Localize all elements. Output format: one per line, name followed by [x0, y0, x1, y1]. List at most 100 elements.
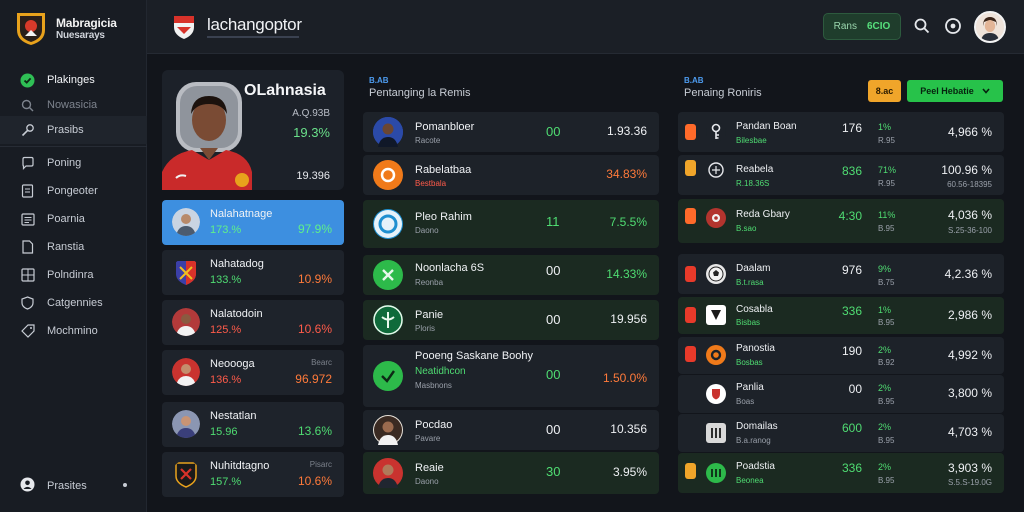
- match-value: 1.50.0%: [602, 371, 647, 385]
- sidebar-item-catgennies[interactable]: Catgennies: [0, 289, 147, 317]
- match-subtitle: Daono: [415, 226, 439, 235]
- sidebar-item-polndinra[interactable]: Polndinra: [0, 261, 147, 289]
- player-value: 133.%: [210, 274, 242, 286]
- match-title: Pooeng Saskane Boohy: [415, 350, 534, 362]
- ranking-value-sub: 60.56-18395: [947, 180, 992, 189]
- ranking-code: R.95: [878, 136, 895, 145]
- ranking-value: 4,036 %: [947, 208, 992, 222]
- settings-icon[interactable]: [944, 17, 962, 35]
- brand-subtitle: Nuesarays: [56, 29, 105, 41]
- player-name: Nahatadog: [210, 258, 264, 270]
- ranking-percent: 2%: [878, 422, 892, 432]
- match-title: Rabelatbaa: [415, 164, 472, 176]
- club-badge-icon: [172, 258, 200, 286]
- ranking-row[interactable]: Domailas B.a.ranog 600 2% B.95 4,703 %: [678, 414, 1004, 452]
- sidebar-item-mochmino[interactable]: Mochmino: [0, 317, 147, 345]
- search-icon: [20, 98, 35, 113]
- search-icon[interactable]: [913, 17, 931, 35]
- nav-divider: [0, 146, 147, 147]
- player-avatar-icon: [373, 117, 403, 147]
- ranking-subtitle: Beonea: [736, 476, 764, 485]
- sidebar-item-label: Poning: [47, 157, 82, 169]
- sidebar-item-label: Ranstia: [47, 241, 85, 253]
- ranking-percent: 2%: [878, 383, 892, 393]
- match-value: 7.5.5%: [609, 215, 647, 229]
- more-dot-icon[interactable]: [123, 483, 127, 487]
- ranking-code: B.95: [878, 436, 895, 445]
- featured-stat-3: 19.396: [296, 170, 330, 182]
- sidebar-item-label: Polndinra: [47, 269, 94, 281]
- match-row[interactable]: Pomanbloer Racote 00 1.93.36: [363, 112, 659, 152]
- filter-button[interactable]: 8.ac: [868, 80, 901, 102]
- ranking-row[interactable]: Poadstia Beonea 336 2% B.95 3,903 % S.5.…: [678, 453, 1004, 493]
- player-name: Nalahatnage: [210, 208, 273, 220]
- player-value: 15.96: [210, 426, 238, 438]
- player-avatar-icon: [172, 410, 200, 438]
- player-card[interactable]: Nalatodoin 125.% 10.6%: [162, 300, 344, 345]
- ranking-code: B.95: [878, 318, 895, 327]
- sidebar-item-nowasicia[interactable]: Nowasicia: [0, 94, 147, 116]
- ranking-code: B.95: [878, 397, 895, 406]
- status-badge-label: Rans: [833, 21, 857, 32]
- sidebar-item-label: Plakinges: [47, 74, 95, 86]
- match-row[interactable]: Pooeng Saskane Boohy Neatidhcon Masbnons…: [363, 345, 659, 407]
- match-subtitle: Pavare: [415, 434, 441, 443]
- featured-stat-1: A.Q.93B: [292, 108, 330, 119]
- crest-icon: [706, 208, 726, 228]
- sidebar-item-poarnia[interactable]: Poarnia: [0, 205, 147, 233]
- player-rate: 96.972: [295, 372, 332, 386]
- ranking-percent: 1%: [878, 122, 892, 132]
- sidebar-item-prasites[interactable]: Prasites: [0, 474, 147, 498]
- featured-player-card[interactable]: OLahnasia A.Q.93B 19.3% 19.396: [162, 70, 344, 190]
- sidebar-item-poning[interactable]: Poning: [0, 149, 147, 177]
- match-row[interactable]: Reaie Daono 30 3.95%: [363, 452, 659, 494]
- ranking-title: Daalam: [736, 263, 771, 274]
- player-value: 173.%: [210, 224, 242, 236]
- ball-icon: [706, 264, 726, 284]
- ranking-row[interactable]: Reda Gbary B.sao 4:30 11% B.95 4,036 % S…: [678, 199, 1004, 243]
- player-value: 136.%: [210, 374, 242, 386]
- ranking-subtitle: B.t.rasa: [736, 278, 764, 287]
- player-card[interactable]: Nahatadog 133.% 10.9%: [162, 250, 344, 295]
- sidebar-item-pongeoter[interactable]: Pongeoter: [0, 177, 147, 205]
- match-count: 11: [546, 214, 560, 229]
- sidebar-item-plakinges[interactable]: Plakinges: [0, 66, 147, 94]
- ranking-row[interactable]: Daalam B.t.rasa 976 9% B.75 4,2.36 %: [678, 254, 1004, 294]
- status-badge-value: 6CIO: [867, 21, 891, 32]
- avatar[interactable]: [974, 11, 1006, 43]
- ranking-value: 100.96 %: [941, 163, 992, 177]
- match-row[interactable]: Noonlacha 6S Reonba 00 14.33%: [363, 255, 659, 295]
- ranking-value: 2,986 %: [947, 308, 992, 322]
- brand-crest-icon: [17, 13, 45, 45]
- match-row[interactable]: Pleo Rahim Daono 11 7.5.5%: [363, 200, 659, 248]
- player-card[interactable]: Neoooga Bearc 136.% 96.972: [162, 350, 344, 395]
- match-row[interactable]: Pocdao Pavare 00 10.356: [363, 410, 659, 450]
- status-badge[interactable]: Rans 6CIO: [823, 13, 901, 40]
- ranking-count: 336: [841, 461, 862, 475]
- club-badge-icon: [172, 460, 200, 488]
- player-tag: Pisarc: [309, 460, 332, 469]
- match-value: 19.956: [610, 312, 647, 326]
- shield-icon: [20, 296, 35, 311]
- sidebar-item-ranstia[interactable]: Ranstia: [0, 233, 147, 261]
- brand[interactable]: Mabragicia Nuesarays: [14, 10, 117, 46]
- ranking-row[interactable]: Cosabla Bisbas 336 1% B.95 2,986 %: [678, 297, 1004, 334]
- ranking-row[interactable]: Pandan Boan Bilesbae 176 1% R.95 4,966 %: [678, 112, 1004, 152]
- player-card[interactable]: Nuhitdtagno Pisarc 157.% 10.6%: [162, 452, 344, 497]
- dropdown-button[interactable]: Peel Hebatie: [907, 80, 1003, 102]
- ranking-row[interactable]: Reabela R.18.36S 836 71% R.95 100.96 % 6…: [678, 155, 1004, 195]
- ranking-row[interactable]: Panlia Boas 00 2% B.95 3,800 %: [678, 375, 1004, 413]
- player-avatar-icon: [172, 308, 200, 336]
- player-card[interactable]: Nalahatnage 173.% 97.9%: [162, 200, 344, 245]
- section-title: Pentanging la Remis: [369, 87, 471, 99]
- rank-marker: [685, 160, 696, 176]
- match-row[interactable]: Rabelatbaa Bestbala 34.83%: [363, 155, 659, 195]
- player-name: Neoooga: [210, 358, 255, 370]
- sidebar: Mabragicia Nuesarays Plakinges Nowasicia…: [0, 0, 147, 512]
- sidebar-item-prasibs[interactable]: Prasibs: [0, 116, 147, 144]
- player-card[interactable]: Nestatlan 15.96 13.6%: [162, 402, 344, 447]
- match-row[interactable]: Panie Ploris 00 19.956: [363, 300, 659, 340]
- ranking-row[interactable]: Panostia Bosbas 190 2% B.92 4,992 %: [678, 337, 1004, 374]
- ranking-count: 176: [841, 121, 862, 135]
- ranking-count: 976: [841, 263, 862, 277]
